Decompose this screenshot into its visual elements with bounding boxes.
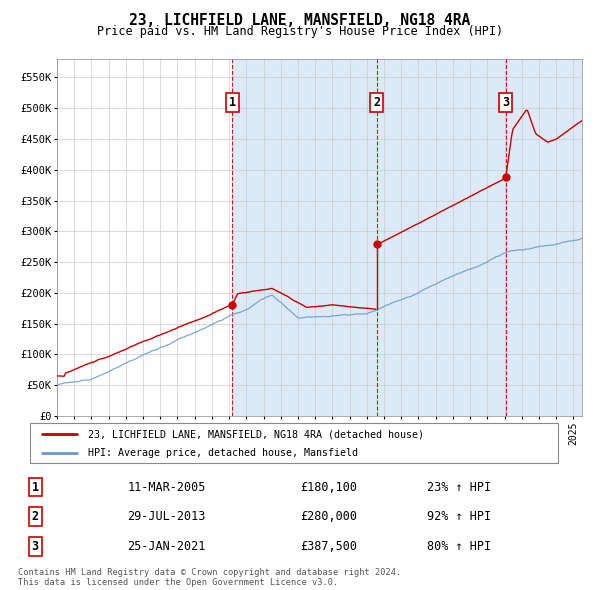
- Bar: [506, 59, 582, 416]
- Text: HPI: Average price, detached house, Mansfield: HPI: Average price, detached house, Mans…: [88, 448, 358, 458]
- Text: Contains HM Land Registry data © Crown copyright and database right 2024.: Contains HM Land Registry data © Crown c…: [18, 568, 401, 576]
- Text: This data is licensed under the Open Government Licence v3.0.: This data is licensed under the Open Gov…: [18, 578, 338, 587]
- Text: £387,500: £387,500: [300, 540, 357, 553]
- Text: 23, LICHFIELD LANE, MANSFIELD, NG18 4RA (detached house): 23, LICHFIELD LANE, MANSFIELD, NG18 4RA …: [88, 430, 424, 440]
- Text: 11-MAR-2005: 11-MAR-2005: [127, 480, 206, 493]
- Text: £180,100: £180,100: [300, 480, 357, 493]
- Text: 23, LICHFIELD LANE, MANSFIELD, NG18 4RA: 23, LICHFIELD LANE, MANSFIELD, NG18 4RA: [130, 13, 470, 28]
- Text: 1: 1: [31, 480, 38, 493]
- Bar: [232, 59, 377, 416]
- Text: 25-JAN-2021: 25-JAN-2021: [127, 540, 206, 553]
- Text: 3: 3: [31, 540, 38, 553]
- Text: 29-JUL-2013: 29-JUL-2013: [127, 510, 206, 523]
- Bar: [377, 59, 506, 416]
- Text: 2: 2: [31, 510, 38, 523]
- Text: 80% ↑ HPI: 80% ↑ HPI: [427, 540, 491, 553]
- Text: 3: 3: [502, 96, 509, 109]
- Text: 2: 2: [373, 96, 380, 109]
- Text: 1: 1: [229, 96, 236, 109]
- Text: 92% ↑ HPI: 92% ↑ HPI: [427, 510, 491, 523]
- FancyBboxPatch shape: [30, 423, 558, 463]
- Text: 23% ↑ HPI: 23% ↑ HPI: [427, 480, 491, 493]
- Text: £280,000: £280,000: [300, 510, 357, 523]
- Text: Price paid vs. HM Land Registry's House Price Index (HPI): Price paid vs. HM Land Registry's House …: [97, 25, 503, 38]
